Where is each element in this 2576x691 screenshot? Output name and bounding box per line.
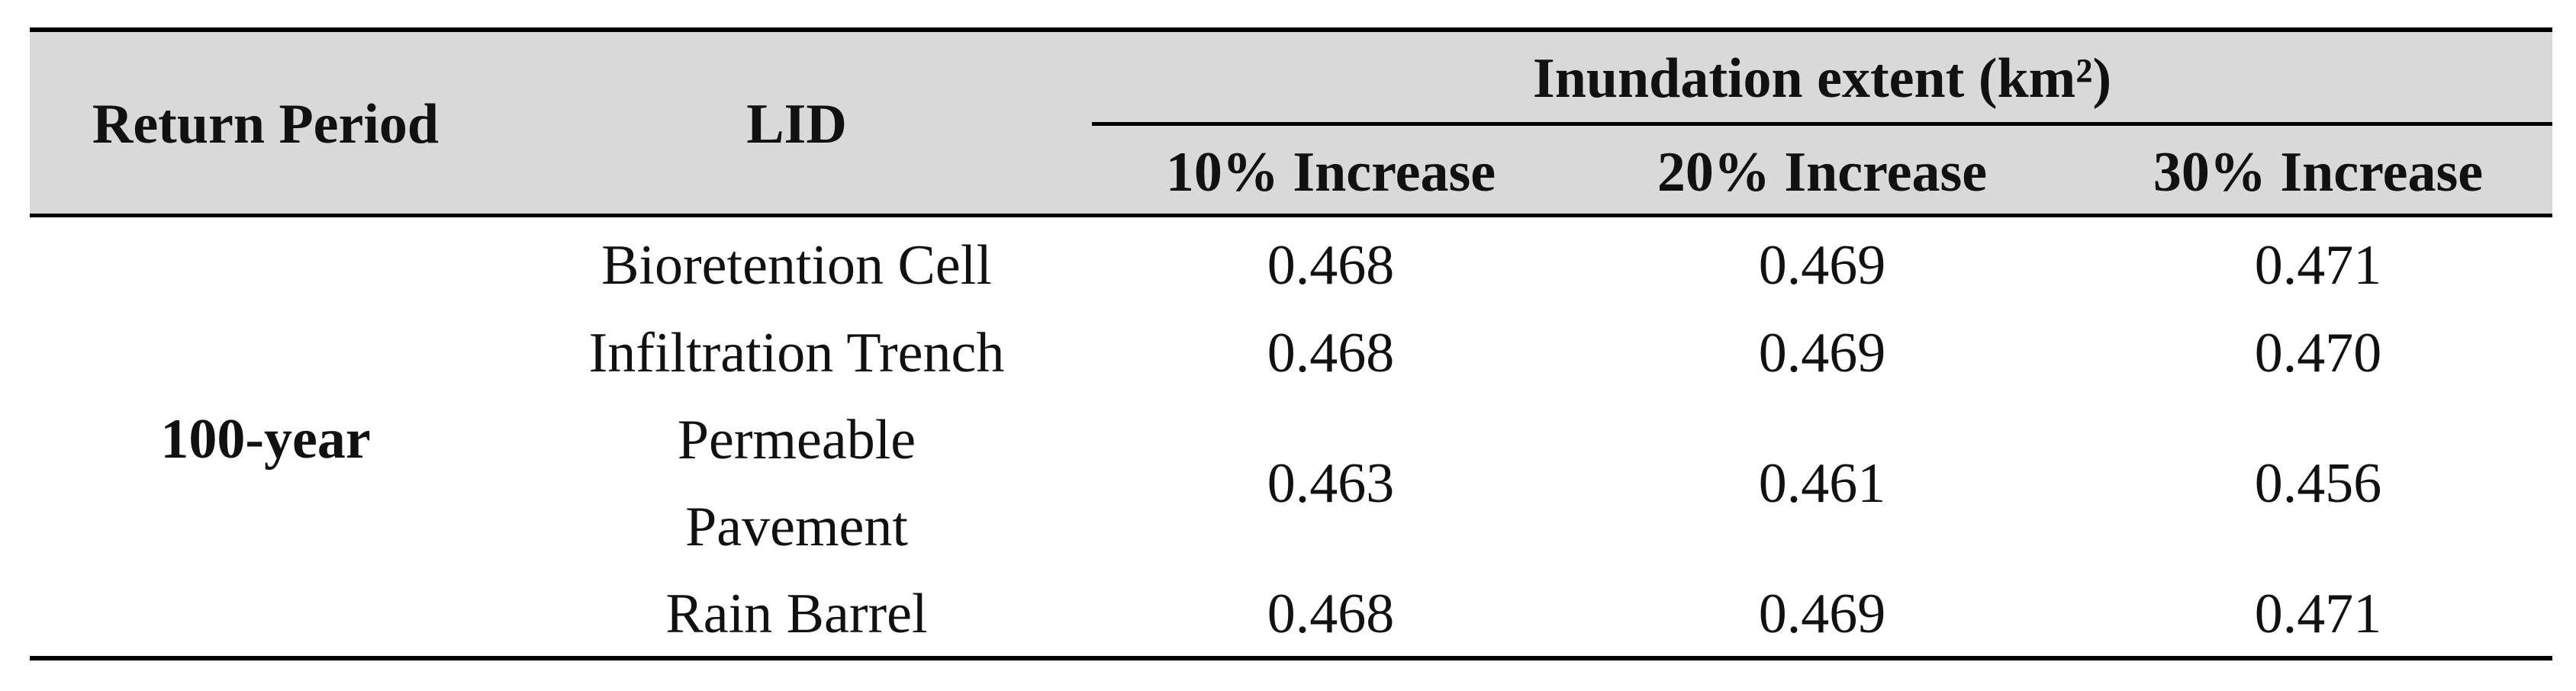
value-cell: 0.470	[2254, 322, 2382, 384]
header-group: Inundation extent (km²)	[1532, 47, 2112, 110]
value-cell: 0.469	[1758, 234, 1886, 297]
top-rule	[30, 27, 2552, 32]
lid-name: Infiltration Trench	[588, 322, 1005, 384]
header-rule	[30, 214, 2552, 217]
value-cell: 0.468	[1267, 322, 1395, 384]
value-cell: 0.469	[1758, 322, 1886, 384]
value-cell: 0.456	[2254, 452, 2382, 515]
return-period: 100-year	[160, 408, 371, 471]
lid-name: Permeable Pavement	[677, 409, 916, 558]
header-lid: LID	[746, 93, 847, 156]
value-cell: 0.463	[1267, 452, 1395, 515]
header-column: 10% Increase	[1165, 141, 1496, 204]
lid-name: Rain Barrel	[665, 583, 928, 645]
group-rule	[1092, 122, 2552, 126]
header-return-period: Return Period	[92, 93, 440, 156]
value-cell: 0.468	[1267, 583, 1395, 645]
value-cell: 0.461	[1758, 452, 1886, 515]
value-cell: 0.469	[1758, 583, 1886, 645]
lid-name: Bioretention Cell	[601, 234, 992, 297]
header-column: 20% Increase	[1657, 141, 1988, 204]
value-cell: 0.468	[1267, 234, 1395, 297]
header-column: 30% Increase	[2153, 141, 2484, 204]
value-cell: 0.471	[2254, 234, 2382, 297]
value-cell: 0.471	[2254, 583, 2382, 645]
bottom-rule	[30, 656, 2552, 660]
